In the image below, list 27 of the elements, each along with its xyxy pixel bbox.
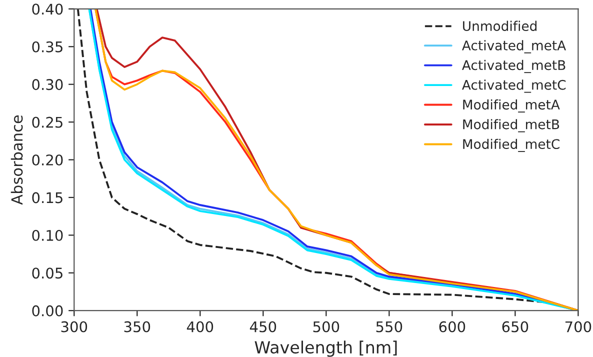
y-tick-label: 0.20 [32,154,63,166]
x-tick-label: 450 [250,321,276,332]
legend-label: Modified_metC [463,138,560,152]
legend-label: Activated_metB [462,60,566,74]
y-tick-label: 0.15 [32,192,62,204]
y-tick-label: 0.25 [32,116,62,128]
legend-label: Modified_metB [463,119,560,132]
y-tick-label: 0.10 [32,230,63,241]
x-tick-label: 600 [439,321,466,332]
x-tick-label: 400 [186,321,214,332]
y-tick-label: 0.35 [32,41,62,52]
y-tick-label: 0.05 [32,268,62,279]
legend-label: Activated_metA [462,40,566,54]
legend-label: Unmodified [463,20,536,32]
x-tick-label: 500 [313,321,340,332]
x-tick-label: 650 [502,321,528,332]
x-axis-title: Wavelength [nm] [254,340,397,357]
y-tick-label: 0.40 [32,4,63,15]
x-tick-label: 700 [565,321,592,332]
legend-label: Activated_metC [462,80,566,93]
x-tick-label: 550 [376,321,402,332]
y-tick-label: 0.30 [32,79,63,90]
y-axis-title: Absorbance [10,115,23,205]
legend-label: Modified_metA [463,99,560,113]
y-tick-label: 0.00 [32,305,63,316]
x-tick-label: 350 [124,321,150,332]
x-tick-label: 300 [61,321,88,332]
